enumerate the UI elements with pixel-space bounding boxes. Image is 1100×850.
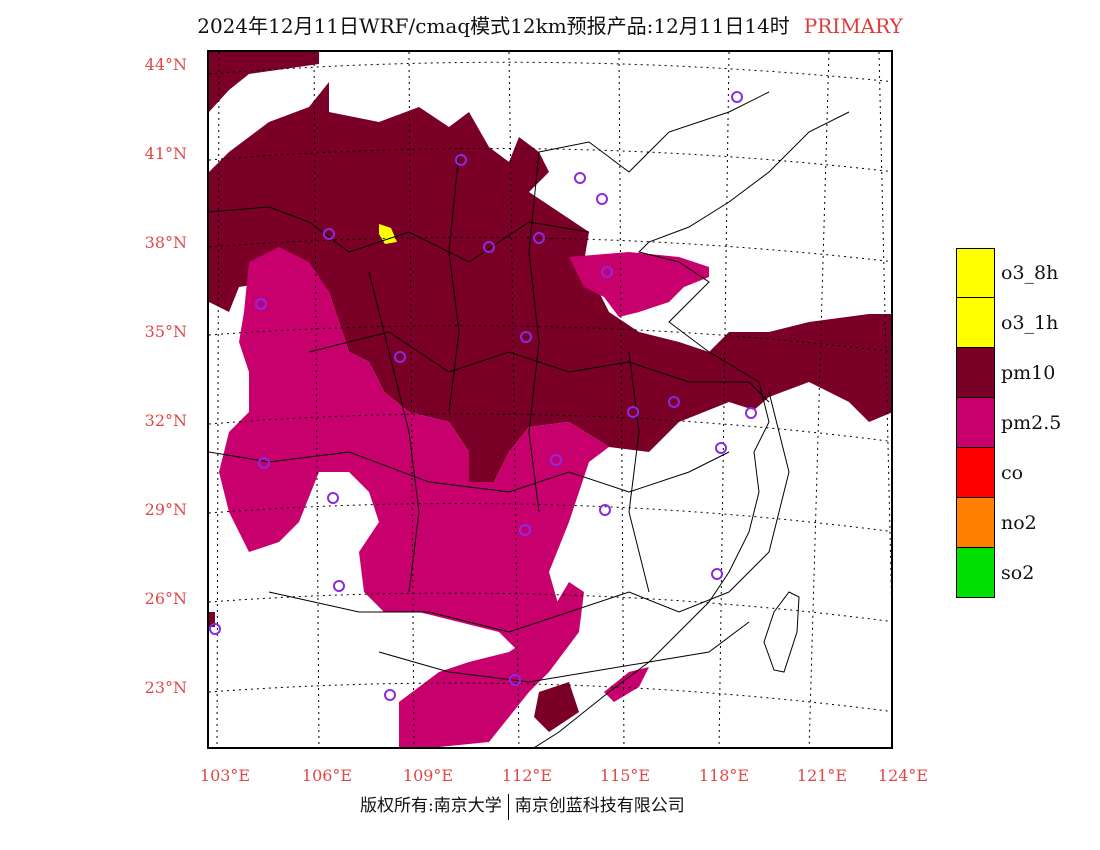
station-marker: [394, 351, 406, 363]
station-marker: [509, 674, 521, 686]
lon-label-121: 121°E: [796, 766, 848, 785]
station-marker: [483, 241, 495, 253]
legend-label: co: [1001, 462, 1024, 484]
station-marker: [333, 580, 345, 592]
legend-item-pm25: pm2.5: [956, 398, 1086, 448]
title-tag: PRIMARY: [803, 14, 903, 38]
lon-label-106: 106°E: [301, 766, 353, 785]
station-markers: [209, 91, 757, 701]
legend-label: o3_1h: [1001, 312, 1059, 334]
lat-label-23: 23°N: [144, 678, 187, 697]
province-borders: [209, 91, 790, 683]
legend-item-no2: no2: [956, 498, 1086, 548]
lat-label-32: 32°N: [144, 411, 187, 430]
lon-label-112: 112°E: [501, 766, 553, 785]
lon-label-118: 118°E: [698, 766, 750, 785]
lon-label-124: 124°E: [877, 766, 929, 785]
station-marker: [668, 396, 680, 408]
lat-label-44: 44°N: [144, 55, 187, 74]
legend-label: o3_8h: [1001, 262, 1059, 284]
map-canvas: [209, 52, 891, 747]
lat-label-26: 26°N: [144, 589, 187, 608]
lon-label-115: 115°E: [599, 766, 651, 785]
copyright-separator: [507, 793, 509, 820]
station-marker: [520, 331, 532, 343]
pm10-region-north: [209, 52, 319, 112]
station-marker: [384, 689, 396, 701]
station-marker: [599, 504, 611, 516]
legend-label: pm2.5: [1001, 412, 1062, 434]
lat-label-41: 41°N: [144, 144, 187, 163]
legend-swatch: [956, 348, 995, 398]
station-marker: [596, 193, 608, 205]
copyright-right: 南京创蓝科技有限公司: [514, 796, 685, 816]
legend-swatch: [956, 298, 995, 348]
station-marker: [574, 172, 586, 184]
lat-label-29: 29°N: [144, 500, 187, 519]
station-marker: [715, 442, 727, 454]
title-main: 2024年12月11日WRF/cmaq模式12km预报产品:12月11日14时: [197, 14, 790, 38]
station-marker: [731, 91, 743, 103]
legend-swatch: [956, 448, 995, 498]
legend-label: no2: [1001, 512, 1037, 534]
station-marker: [533, 232, 545, 244]
station-marker: [209, 623, 221, 635]
copyright-left: 版权所有:南京大学: [360, 796, 502, 816]
legend: o3_8h o3_1h pm10 pm2.5 co no2 so2: [956, 248, 1086, 598]
legend-label: pm10: [1001, 362, 1056, 384]
o3-spot: [379, 224, 397, 244]
station-marker: [455, 154, 467, 166]
legend-swatch: [956, 398, 995, 448]
lat-label-35: 35°N: [144, 322, 187, 341]
legend-swatch: [956, 248, 995, 298]
taiwan-outline: [763, 591, 800, 673]
copyright-footer: 版权所有:南京大学 南京创蓝科技有限公司: [360, 791, 685, 820]
station-marker: [519, 524, 531, 536]
coastline: [534, 111, 850, 747]
map-frame: [207, 50, 893, 749]
legend-item-pm10: pm10: [956, 348, 1086, 398]
legend-item-o3-8h: o3_8h: [956, 248, 1086, 298]
map-title: 2024年12月11日WRF/cmaq模式12km预报产品:12月11日14时 P…: [0, 10, 1100, 39]
graticule: [209, 52, 891, 747]
legend-item-co: co: [956, 448, 1086, 498]
station-marker: [327, 492, 339, 504]
station-marker: [255, 298, 267, 310]
pm25-region-west: [219, 247, 609, 652]
lon-label-103: 103°E: [199, 766, 251, 785]
station-marker: [627, 406, 639, 418]
station-marker: [711, 568, 723, 580]
legend-label: so2: [1001, 562, 1035, 584]
legend-swatch: [956, 498, 995, 548]
station-marker: [258, 457, 270, 469]
station-marker: [550, 454, 562, 466]
pm25-region-south-coast: [604, 667, 649, 702]
pm10-region-south: [534, 682, 579, 732]
station-marker: [601, 266, 613, 278]
station-marker: [323, 228, 335, 240]
lon-label-109: 109°E: [402, 766, 454, 785]
station-marker: [745, 407, 757, 419]
pm25-region-south: [399, 582, 584, 747]
legend-swatch: [956, 548, 995, 598]
legend-item-o3-1h: o3_1h: [956, 298, 1086, 348]
legend-item-so2: so2: [956, 548, 1086, 598]
lat-label-38: 38°N: [144, 233, 187, 252]
